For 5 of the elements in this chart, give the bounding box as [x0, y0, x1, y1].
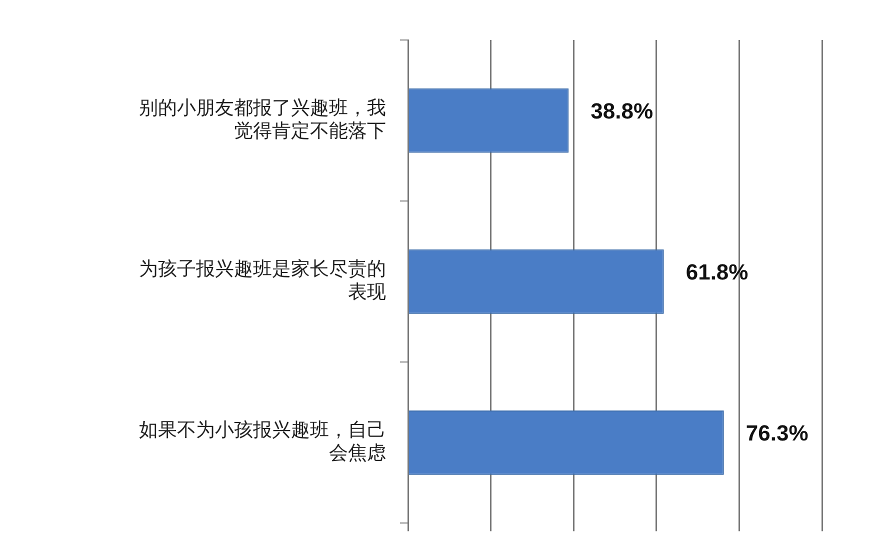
data-label: 38.8%	[590, 98, 654, 124]
y-tick-label: 为孩子报兴趣班是家长尽责的表现	[139, 258, 386, 303]
data-label: 76.3%	[746, 420, 808, 446]
y-tick-label: 如果不为小孩报兴趣班，自己会焦虑	[139, 419, 386, 464]
y-tick-label: 别的小朋友都报了兴趣班，我觉得肯定不能落下	[139, 97, 386, 142]
